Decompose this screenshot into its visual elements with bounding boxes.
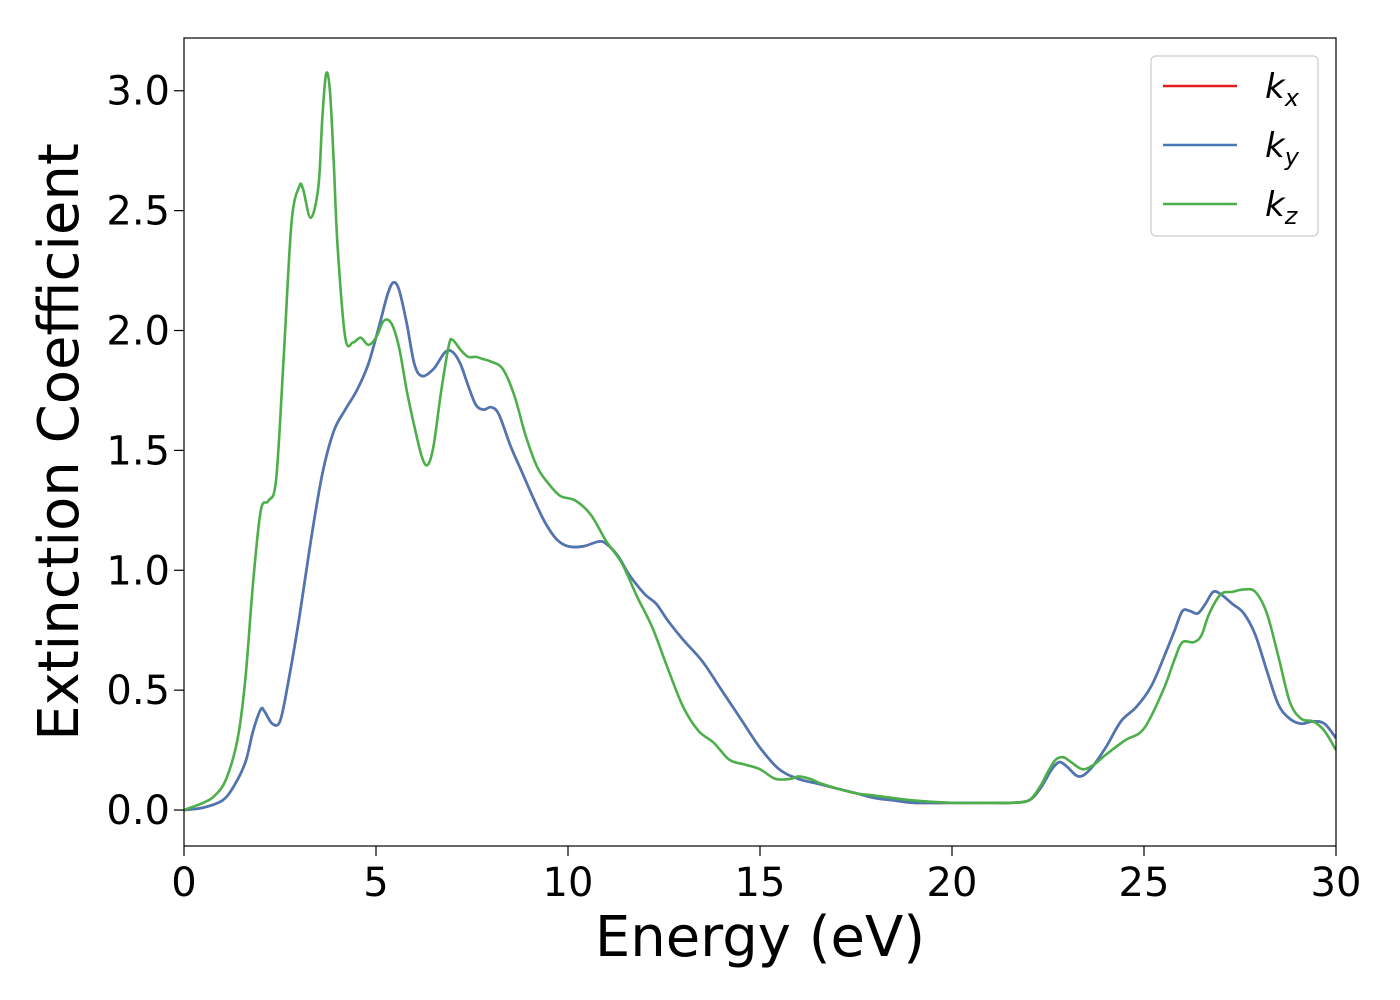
- legend-label-ky: ky: [1265, 126, 1300, 171]
- x-tick-label: 0: [171, 860, 196, 906]
- x-tick-label: 10: [543, 860, 594, 906]
- series-line-kx: [184, 281, 1336, 812]
- series-line-kz: [184, 71, 1336, 812]
- x-axis-title: Energy (eV): [595, 905, 925, 970]
- x-tick-label: 15: [735, 860, 786, 906]
- legend: kx ky kz: [1150, 55, 1319, 237]
- legend-label-kz: kz: [1265, 185, 1299, 230]
- series-line-ky: [184, 281, 1336, 812]
- y-tick-label: 0.0: [106, 788, 170, 834]
- legend-label-kx: kx: [1265, 67, 1300, 112]
- y-tick-label: 1.5: [106, 428, 170, 474]
- x-tick-label: 25: [1119, 860, 1170, 906]
- plot-series: [184, 71, 1336, 812]
- y-tick-label: 1.0: [106, 548, 170, 594]
- y-tick-label: 2.5: [106, 189, 170, 235]
- y-axis-title: Extinction Coefficient: [27, 143, 92, 741]
- y-tick-label: 2.0: [106, 309, 170, 355]
- x-tick-label: 20: [927, 860, 978, 906]
- y-axis-ticks: 0.0 0.5 1.0 1.5 2.0 2.5 3.0: [106, 69, 184, 834]
- x-axis-ticks: 0 5 10 15 20 25 30: [171, 846, 1361, 906]
- x-tick-label: 30: [1311, 860, 1362, 906]
- y-tick-label: 0.5: [106, 668, 170, 714]
- x-tick-label: 5: [363, 860, 388, 906]
- y-tick-label: 3.0: [106, 69, 170, 115]
